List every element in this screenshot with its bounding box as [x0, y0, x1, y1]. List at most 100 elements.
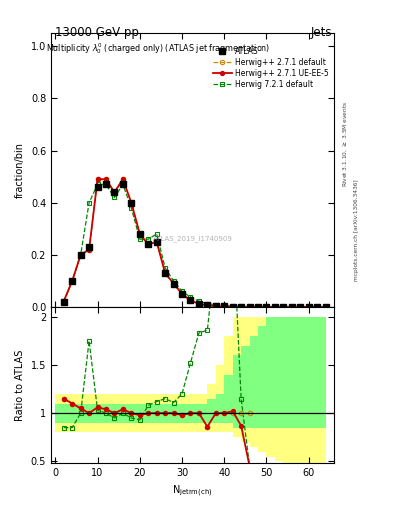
- Herwig 7.2.1 default: [129, 205, 134, 211]
- Herwig++ 2.7.1 UE-EE-5: [264, 304, 269, 310]
- Herwig++ 2.7.1 default: [298, 304, 303, 310]
- Herwig 7.2.1 default: [273, 304, 277, 310]
- ATLAS: [264, 304, 269, 310]
- Herwig++ 2.7.1 default: [247, 304, 252, 310]
- ATLAS: [70, 278, 75, 284]
- ATLAS: [138, 231, 142, 237]
- Text: Multiplicity $\lambda_0^0$ (charged only) (ATLAS jet fragmentation): Multiplicity $\lambda_0^0$ (charged only…: [46, 41, 271, 56]
- Herwig++ 2.7.1 UE-EE-5: [129, 200, 134, 206]
- Herwig 7.2.1 default: [188, 294, 193, 300]
- Herwig++ 2.7.1 default: [239, 304, 244, 310]
- Herwig 7.2.1 default: [281, 304, 286, 310]
- Herwig 7.2.1 default: [222, 303, 227, 309]
- Herwig++ 2.7.1 UE-EE-5: [163, 270, 167, 276]
- Herwig++ 2.7.1 UE-EE-5: [281, 304, 286, 310]
- Herwig 7.2.1 default: [95, 181, 100, 187]
- Y-axis label: fraction/bin: fraction/bin: [15, 142, 25, 198]
- Text: Rivet 3.1.10, $\geq$ 3.5M events: Rivet 3.1.10, $\geq$ 3.5M events: [342, 100, 349, 186]
- ATLAS: [213, 303, 218, 309]
- Herwig 7.2.1 default: [256, 304, 261, 310]
- Herwig 7.2.1 default: [247, 304, 252, 310]
- ATLAS: [315, 304, 320, 310]
- Herwig 7.2.1 default: [213, 302, 218, 308]
- Herwig++ 2.7.1 default: [163, 270, 167, 276]
- Herwig++ 2.7.1 default: [188, 297, 193, 304]
- ATLAS: [323, 304, 328, 310]
- Herwig 7.2.1 default: [307, 304, 311, 310]
- Herwig++ 2.7.1 default: [256, 304, 261, 310]
- ATLAS: [256, 304, 261, 310]
- Text: Jets: Jets: [310, 26, 332, 38]
- Herwig++ 2.7.1 default: [138, 231, 142, 237]
- Herwig++ 2.7.1 default: [171, 281, 176, 287]
- Herwig++ 2.7.1 UE-EE-5: [307, 304, 311, 310]
- Y-axis label: Ratio to ATLAS: Ratio to ATLAS: [15, 350, 25, 421]
- Herwig++ 2.7.1 UE-EE-5: [95, 176, 100, 182]
- ATLAS: [298, 304, 303, 310]
- Herwig++ 2.7.1 default: [290, 304, 294, 310]
- ATLAS: [230, 304, 235, 310]
- Line: Herwig++ 2.7.1 UE-EE-5: Herwig++ 2.7.1 UE-EE-5: [62, 177, 327, 309]
- Legend: ATLAS, Herwig++ 2.7.1 default, Herwig++ 2.7.1 UE-EE-5, Herwig 7.2.1 default: ATLAS, Herwig++ 2.7.1 default, Herwig++ …: [211, 45, 330, 90]
- Herwig 7.2.1 default: [315, 304, 320, 310]
- Herwig++ 2.7.1 default: [78, 252, 83, 258]
- Herwig++ 2.7.1 UE-EE-5: [87, 247, 92, 253]
- Herwig++ 2.7.1 UE-EE-5: [222, 304, 227, 310]
- Herwig++ 2.7.1 default: [112, 189, 117, 196]
- Text: 13000 GeV pp: 13000 GeV pp: [55, 26, 139, 38]
- Herwig++ 2.7.1 default: [281, 304, 286, 310]
- Herwig++ 2.7.1 UE-EE-5: [273, 304, 277, 310]
- ATLAS: [78, 252, 83, 258]
- Herwig++ 2.7.1 default: [264, 304, 269, 310]
- Herwig++ 2.7.1 UE-EE-5: [323, 304, 328, 310]
- Text: mcplots.cern.ch [arXiv:1306.3436]: mcplots.cern.ch [arXiv:1306.3436]: [354, 180, 359, 281]
- Herwig++ 2.7.1 UE-EE-5: [256, 304, 261, 310]
- Herwig++ 2.7.1 default: [222, 304, 227, 310]
- ATLAS: [171, 281, 176, 287]
- Herwig++ 2.7.1 UE-EE-5: [78, 252, 83, 258]
- Herwig 7.2.1 default: [78, 252, 83, 258]
- ATLAS: [146, 241, 151, 247]
- Herwig++ 2.7.1 UE-EE-5: [239, 304, 244, 310]
- Herwig++ 2.7.1 default: [213, 303, 218, 309]
- ATLAS: [95, 184, 100, 190]
- Herwig++ 2.7.1 default: [121, 176, 125, 182]
- Herwig++ 2.7.1 default: [180, 291, 184, 297]
- Herwig 7.2.1 default: [196, 298, 201, 304]
- Herwig++ 2.7.1 default: [323, 304, 328, 310]
- ATLAS: [290, 304, 294, 310]
- Herwig++ 2.7.1 UE-EE-5: [154, 239, 159, 245]
- Herwig++ 2.7.1 UE-EE-5: [61, 298, 66, 304]
- Line: ATLAS: ATLAS: [61, 182, 328, 310]
- ATLAS: [163, 270, 167, 276]
- Herwig 7.2.1 default: [239, 304, 244, 310]
- Herwig++ 2.7.1 default: [230, 304, 235, 310]
- Herwig 7.2.1 default: [112, 195, 117, 201]
- Herwig++ 2.7.1 UE-EE-5: [298, 304, 303, 310]
- Herwig 7.2.1 default: [323, 304, 328, 310]
- Herwig++ 2.7.1 default: [95, 176, 100, 182]
- Herwig++ 2.7.1 UE-EE-5: [138, 231, 142, 237]
- Herwig++ 2.7.1 UE-EE-5: [180, 291, 184, 297]
- Text: ATLAS_2019_I1740909: ATLAS_2019_I1740909: [152, 235, 233, 242]
- Herwig 7.2.1 default: [205, 301, 210, 307]
- ATLAS: [188, 297, 193, 304]
- Herwig++ 2.7.1 default: [61, 298, 66, 304]
- Herwig++ 2.7.1 UE-EE-5: [205, 302, 210, 308]
- ATLAS: [196, 301, 201, 307]
- Line: Herwig 7.2.1 default: Herwig 7.2.1 default: [62, 182, 328, 309]
- Herwig 7.2.1 default: [70, 278, 75, 284]
- ATLAS: [222, 304, 227, 310]
- Herwig 7.2.1 default: [180, 288, 184, 294]
- ATLAS: [104, 181, 108, 187]
- ATLAS: [273, 304, 277, 310]
- Herwig++ 2.7.1 UE-EE-5: [171, 281, 176, 287]
- Herwig++ 2.7.1 default: [146, 241, 151, 247]
- Herwig++ 2.7.1 UE-EE-5: [104, 176, 108, 182]
- Herwig 7.2.1 default: [290, 304, 294, 310]
- Herwig++ 2.7.1 UE-EE-5: [196, 301, 201, 307]
- Herwig 7.2.1 default: [171, 278, 176, 284]
- ATLAS: [112, 189, 117, 196]
- Line: Herwig++ 2.7.1 default: Herwig++ 2.7.1 default: [62, 177, 328, 309]
- Herwig++ 2.7.1 UE-EE-5: [230, 304, 235, 310]
